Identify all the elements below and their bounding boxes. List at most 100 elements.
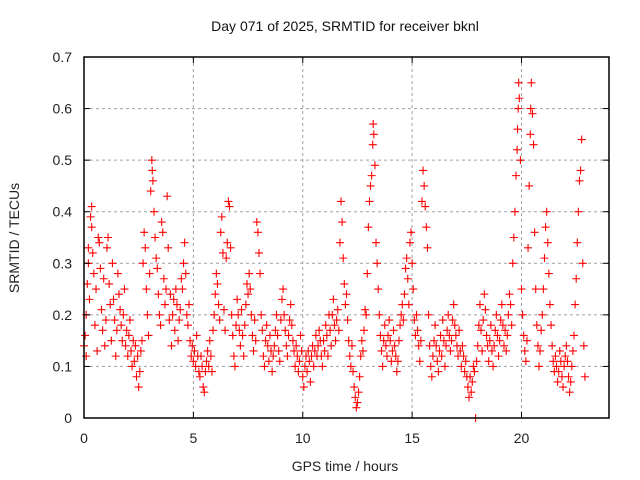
- axis-ticks: 0 0.1 0.2 0.3 0.4 0.5 0.6 0.7 0 5 10 15 20: [53, 49, 609, 446]
- data-point: [234, 310, 243, 319]
- data-point: [403, 274, 412, 283]
- data-point: [427, 372, 436, 381]
- data-point: [444, 310, 453, 319]
- data-point: [236, 341, 245, 350]
- data-point: [165, 316, 174, 325]
- data-point: [397, 310, 406, 319]
- data-point: [287, 321, 296, 330]
- data-point: [399, 316, 408, 325]
- x-tick-label: 0: [80, 430, 88, 446]
- data-point: [104, 233, 113, 242]
- data-point: [111, 352, 120, 361]
- data-point: [271, 326, 280, 335]
- data-point: [551, 352, 560, 361]
- data-point: [319, 336, 328, 345]
- data-point: [332, 316, 341, 325]
- data-point: [415, 357, 424, 366]
- data-point: [310, 346, 319, 355]
- data-point: [151, 233, 160, 242]
- data-point: [113, 269, 122, 278]
- data-point: [507, 321, 516, 330]
- data-point: [519, 331, 528, 340]
- data-point: [300, 362, 309, 371]
- data-point: [255, 248, 263, 257]
- data-point: [170, 326, 179, 335]
- data-point: [123, 352, 132, 361]
- data-point: [211, 290, 220, 299]
- data-point: [217, 212, 226, 221]
- data-point: [354, 388, 363, 397]
- data-point: [430, 336, 438, 345]
- data-point: [409, 285, 418, 294]
- data-point: [293, 352, 302, 361]
- data-point: [439, 336, 448, 345]
- data-point: [86, 212, 95, 221]
- data-point: [142, 285, 151, 294]
- data-point: [252, 218, 261, 227]
- data-point: [245, 269, 254, 278]
- data-point: [515, 94, 524, 103]
- data-point: [250, 316, 259, 325]
- data-point: [216, 228, 225, 237]
- data-point: [481, 305, 490, 314]
- data-point: [412, 310, 421, 319]
- data-point: [428, 352, 437, 361]
- data-point: [568, 346, 577, 355]
- data-point: [513, 145, 522, 154]
- data-point: [501, 326, 510, 335]
- data-point: [296, 331, 305, 340]
- data-point: [365, 197, 374, 206]
- data-point: [148, 166, 157, 175]
- data-point: [450, 321, 459, 330]
- data-point: [474, 321, 483, 330]
- data-point: [303, 367, 312, 376]
- data-point: [469, 362, 478, 371]
- data-point: [334, 326, 343, 335]
- data-point: [455, 326, 464, 335]
- data-point: [284, 331, 293, 340]
- data-point: [330, 321, 339, 330]
- data-point: [292, 341, 301, 350]
- data-point: [98, 326, 107, 335]
- data-point: [535, 362, 543, 371]
- data-point: [539, 285, 548, 294]
- data-point: [440, 362, 449, 371]
- data-point: [230, 362, 239, 371]
- data-point: [135, 367, 144, 376]
- data-point: [561, 352, 570, 361]
- data-point: [580, 372, 589, 381]
- data-point: [192, 331, 201, 340]
- data-point: [553, 377, 562, 386]
- data-point: [133, 352, 142, 361]
- data-point: [189, 357, 198, 366]
- data-point: [524, 243, 533, 252]
- data-point: [512, 171, 521, 180]
- data-point: [268, 367, 277, 376]
- data-point: [116, 305, 125, 314]
- data-point: [127, 346, 136, 355]
- data-point: [373, 259, 382, 268]
- data-point: [215, 316, 224, 325]
- data-point: [322, 331, 331, 340]
- data-point: [356, 352, 365, 361]
- data-point: [281, 326, 290, 335]
- data-point: [567, 362, 576, 371]
- data-point: [294, 367, 303, 376]
- data-point: [422, 223, 431, 232]
- data-point: [576, 166, 585, 175]
- data-point: [248, 331, 257, 340]
- data-point: [350, 383, 359, 392]
- data-point: [320, 346, 329, 355]
- data-point: [96, 264, 105, 273]
- data-point: [90, 321, 99, 330]
- data-point: [204, 362, 213, 371]
- data-point: [178, 285, 187, 294]
- data-point: [410, 316, 419, 325]
- data-point: [355, 372, 364, 381]
- x-tick-label: 20: [514, 430, 530, 446]
- data-point: [543, 238, 552, 247]
- data-point: [510, 207, 519, 216]
- data-point: [195, 372, 204, 381]
- data-point: [305, 357, 314, 366]
- data-point: [102, 243, 111, 252]
